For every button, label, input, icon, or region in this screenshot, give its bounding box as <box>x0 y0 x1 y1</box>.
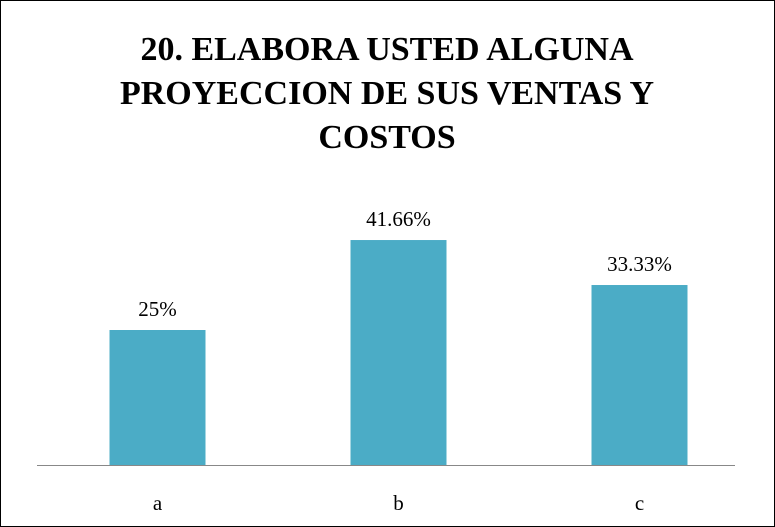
bar <box>109 330 206 465</box>
data-label: 33.33% <box>607 252 672 276</box>
x-tick-label: a <box>153 491 163 515</box>
x-tick-label: b <box>393 491 404 515</box>
x-tick-label: c <box>635 491 644 515</box>
bar <box>350 240 447 465</box>
chart-title: 20. ELABORA USTED ALGUNA PROYECCION DE S… <box>119 31 655 156</box>
data-label: 41.66% <box>366 207 431 231</box>
bar <box>591 285 688 465</box>
data-label: 25% <box>138 297 177 321</box>
